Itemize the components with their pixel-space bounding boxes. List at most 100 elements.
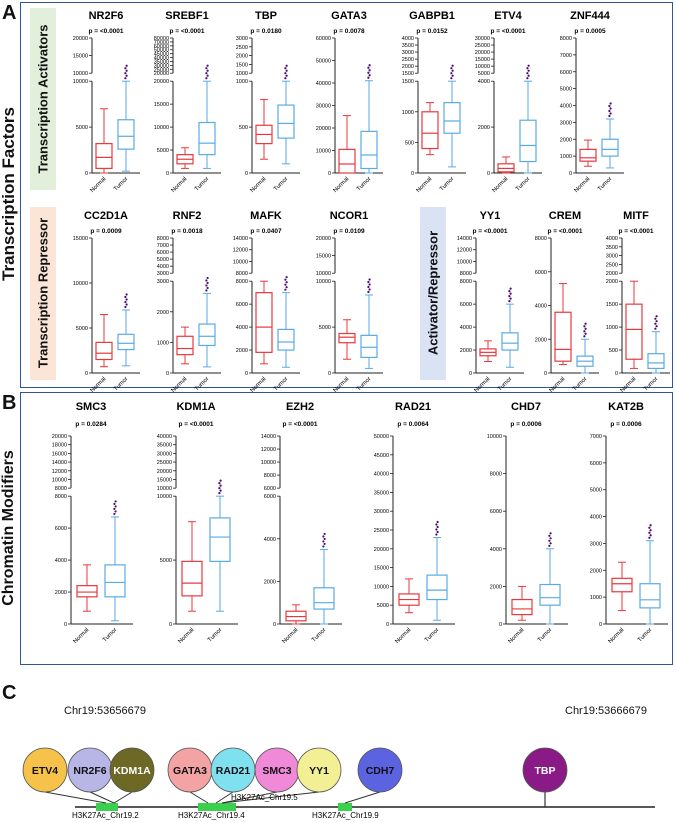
y-tick-label: 1000 xyxy=(402,110,414,116)
y-tick-label: 20000 xyxy=(316,126,331,132)
y-tick-label: 6000 xyxy=(264,486,276,492)
boxplot-tbp: TBP p = 0.0180 1000 1500 2000 2500 3000 0 500 100… xyxy=(236,10,300,194)
y-tick-label: 2500 xyxy=(606,262,618,268)
factor-label: GATA3 xyxy=(173,765,207,777)
y-tick-label: 60000 xyxy=(316,36,331,42)
outlier-point xyxy=(655,325,658,328)
outlier-point xyxy=(205,72,208,75)
outlier-point xyxy=(219,484,222,487)
tumor-box xyxy=(360,334,378,358)
y-tick-label: 35000 xyxy=(154,59,169,65)
activators-label: Transcription Activators xyxy=(35,24,51,174)
y-tick-label: 7000 xyxy=(590,434,602,440)
y-tick-label: 30000 xyxy=(154,63,169,69)
plot-title: SREBF1 xyxy=(165,10,208,22)
outlier-point xyxy=(549,532,552,535)
y-tick-label: 20000 xyxy=(316,236,331,242)
tumor-box xyxy=(601,138,619,157)
outlier-point xyxy=(205,289,208,292)
y-tick-label: 40000 xyxy=(374,472,389,478)
y-tick-label: 4000 xyxy=(490,547,502,553)
x-tick-label: Tumor xyxy=(643,376,659,392)
y-tick-label: 25000 xyxy=(475,43,490,49)
y-tick-label: 1000 xyxy=(590,595,602,601)
plot-title: ZNF444 xyxy=(570,10,611,22)
x-tick-label: Tumor xyxy=(311,627,327,643)
plot-pvalue: p = 0.0407 xyxy=(250,228,282,235)
boxplot-mafk: MAFK p = 0.0407 8000 10000 12000 14000 0 2000 40… xyxy=(233,210,300,394)
x-tick-label: Normal xyxy=(249,176,267,194)
panel-b-side-label: Chromatin Modifiers xyxy=(0,450,17,606)
y-tick-label: 8000 xyxy=(157,236,169,242)
y-tick-label: 10000 xyxy=(73,281,88,287)
y-tick-label: 0 xyxy=(328,371,331,377)
activators-band xyxy=(30,8,56,190)
outlier-point xyxy=(436,520,439,524)
factor-label: NR2F6 xyxy=(73,765,106,777)
y-tick-label: 12000 xyxy=(261,447,276,453)
panel-b-letter: B xyxy=(2,392,17,414)
boxplot-kat2b: KAT2B p = 0.0006 0 1000 2000 3000 4000 5000 6000… xyxy=(590,401,668,645)
x-tick-label: Tumor xyxy=(194,376,210,392)
outlier-point xyxy=(218,487,221,490)
y-tick-label: 20000 xyxy=(154,79,169,85)
y-tick-label: 8000 xyxy=(55,486,67,492)
outlier-point xyxy=(124,295,127,299)
outlier-point xyxy=(368,74,371,77)
y-tick-label: 14000 xyxy=(261,434,276,440)
y-tick-label: 0 xyxy=(487,171,490,177)
y-tick-label: 3000 xyxy=(157,271,169,277)
outlier-point xyxy=(584,322,587,325)
outlier-point xyxy=(284,283,287,286)
outlier-point xyxy=(654,327,657,330)
outlier-point xyxy=(323,542,326,546)
repressor-band xyxy=(30,207,56,380)
boxplot-znf444: ZNF444 p = 0.0005 0 1000 2000 3000 4000 5000 600… xyxy=(560,10,624,194)
x-tick-label: Normal xyxy=(249,376,267,394)
normal-box xyxy=(95,143,113,170)
boxplot-rad21: RAD21 p = 0.0064 0 5000 10000 15000 20000 25000… xyxy=(374,401,455,645)
y-tick-label: 2500 xyxy=(402,57,414,63)
boxplot-mitf: MITF p = <0.0001 2000 2500 3000 3500 4000 0 500 1… xyxy=(606,210,670,394)
y-tick-label: 3000 xyxy=(157,279,169,285)
panel-a-side-label: Transcription Factors xyxy=(0,107,18,281)
y-tick-label: 1500 xyxy=(402,79,414,85)
x-tick-label: Tumor xyxy=(113,376,129,392)
y-tick-label: 12000 xyxy=(457,248,472,254)
y-tick-label: 10000 xyxy=(157,494,172,500)
outlier-point xyxy=(285,281,288,284)
normal-box xyxy=(579,148,597,162)
y-tick-label: 10000 xyxy=(157,486,172,492)
y-tick-label: 2000 xyxy=(55,590,67,596)
y-tick-label: 0 xyxy=(615,371,618,377)
outlier-point xyxy=(655,320,658,323)
y-tick-label: 1000 xyxy=(606,325,618,331)
outlier-point xyxy=(367,290,370,294)
panel-b-frame xyxy=(20,392,673,665)
x-tick-label: Tumor xyxy=(356,376,372,392)
outlier-point xyxy=(285,69,288,72)
normal-box xyxy=(421,111,439,150)
y-tick-label: 10000 xyxy=(73,79,88,85)
y-tick-label: 20000 xyxy=(157,469,172,475)
plot-title: TBP xyxy=(255,10,277,22)
outlier-point xyxy=(125,303,128,306)
y-tick-label: 0 xyxy=(273,622,276,628)
normal-box xyxy=(255,292,273,353)
plot-title: EZH2 xyxy=(286,401,314,413)
plot-pvalue: p = 0.0006 xyxy=(610,421,642,428)
outlier-point xyxy=(584,332,587,335)
x-tick-label: Normal xyxy=(619,376,637,394)
normal-box xyxy=(338,148,356,174)
outlier-point xyxy=(509,292,512,295)
y-tick-label: 8000 xyxy=(264,473,276,479)
tumor-box xyxy=(277,328,295,351)
y-tick-label: 2000 xyxy=(264,579,276,585)
normal-box xyxy=(625,303,643,360)
boxplot-yy1: YY1 p = <0.0001 8000 10000 12000 14000 0 2000 40… xyxy=(457,210,524,394)
x-tick-label: Tumor xyxy=(273,376,289,392)
x-tick-label: Normal xyxy=(332,376,350,394)
outlier-point xyxy=(435,533,438,536)
